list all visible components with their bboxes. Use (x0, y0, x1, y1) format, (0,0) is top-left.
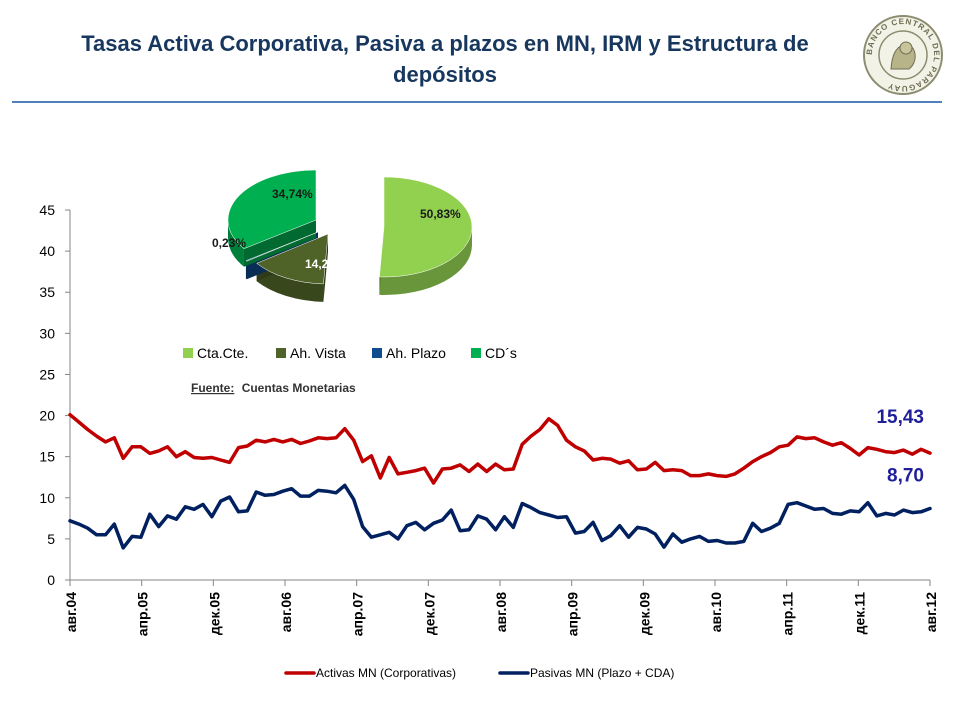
legend-line-label: Activas MN (Corporativas) (316, 666, 456, 680)
pie-slice-3 (227, 169, 317, 250)
page-title: Tasas Activa Corporativa, Pasiva a plazo… (81, 31, 809, 87)
y-tick-label: 30 (39, 325, 55, 341)
pie-slice-side (228, 220, 244, 267)
x-tick-label: дек.11 (851, 592, 867, 635)
series-line-activas (68, 412, 932, 485)
pie-source-note: Fuente: Cuentas Monetarias (191, 381, 356, 395)
x-tick-label: дек.09 (636, 592, 652, 635)
x-tick-label: авг.06 (278, 592, 294, 632)
x-tick-label: дек.05 (206, 592, 222, 635)
pie-slice-0 (379, 176, 473, 278)
pie-legend-swatch (471, 348, 481, 358)
title-divider (12, 101, 942, 103)
x-tick-label: апр.09 (565, 592, 581, 636)
y-tick-label: 45 (39, 202, 55, 218)
end-label-activas: 15,43 (876, 407, 924, 428)
pie-legend-swatch (372, 348, 382, 358)
pie-legend-label: Cta.Cte. (197, 345, 248, 361)
y-tick-label: 40 (39, 243, 55, 259)
bank-seal-logo: BANCO CENTRAL DEL PARAGUAY (863, 15, 943, 95)
y-tick-label: 35 (39, 284, 55, 300)
y-tick-label: 15 (39, 449, 55, 465)
pie-legend-label: Ah. Vista (290, 345, 346, 361)
y-tick-label: 10 (39, 490, 55, 506)
x-tick-label: дек.07 (421, 592, 437, 635)
pie-chart: 50,83% 14,21% 0,23% 34,74% (212, 169, 473, 302)
x-tick-label: авг.04 (63, 592, 79, 632)
source-text: Cuentas Monetarias (242, 381, 356, 395)
y-tick-label: 0 (47, 572, 55, 588)
end-label-pasivas: 8,70 (887, 465, 924, 486)
x-tick-label: апр.05 (135, 592, 151, 636)
source-label: Fuente: (191, 381, 234, 395)
pie-slice-label: 14,21% (305, 257, 346, 271)
y-axis-ticks: 0 5 10 15 20 25 30 35 40 45 (39, 202, 70, 588)
x-tick-label: авг.08 (493, 592, 509, 632)
y-tick-label: 5 (47, 531, 55, 547)
pie-legend-swatch (276, 348, 286, 358)
pie-slice-label: 50,83% (420, 207, 461, 221)
pie-legend-label: CD´s (485, 345, 517, 361)
y-tick-label: 25 (39, 366, 55, 382)
pie-slice-2 (245, 231, 319, 262)
x-tick-label: апр.11 (780, 592, 796, 636)
pie-legend-label: Ah. Plazo (386, 345, 446, 361)
line-series-group (68, 412, 932, 550)
y-tick-label: 20 (39, 408, 55, 424)
legend-line-label: Pasivas MN (Plazo + CDA) (530, 666, 674, 680)
pie-slice-label: 34,74% (272, 187, 313, 201)
pie-slice-1 (256, 233, 329, 285)
x-tick-label: авг.10 (708, 592, 724, 632)
end-value-labels: 15,43 8,70 (876, 407, 924, 486)
pie-legend: Cta.Cte. Ah. Vista Ah. Plazo CD´s (183, 345, 517, 361)
pie-legend-swatch (183, 348, 193, 358)
x-tick-label: апр.07 (350, 592, 366, 636)
pie-slice-label: 0,23% (212, 236, 246, 250)
x-tick-label: авг.12 (923, 592, 939, 632)
x-axis-ticks: авг.04 апр.05 дек.05 авг.06 апр.07 дек.07 авг.… (63, 580, 939, 636)
line-legend: Activas MN (Corporativas) Pasivas MN (Pla… (284, 666, 674, 680)
pie-slice-side (379, 227, 472, 296)
series-line-pasivas (68, 483, 932, 550)
pie-slice-side (256, 263, 324, 302)
